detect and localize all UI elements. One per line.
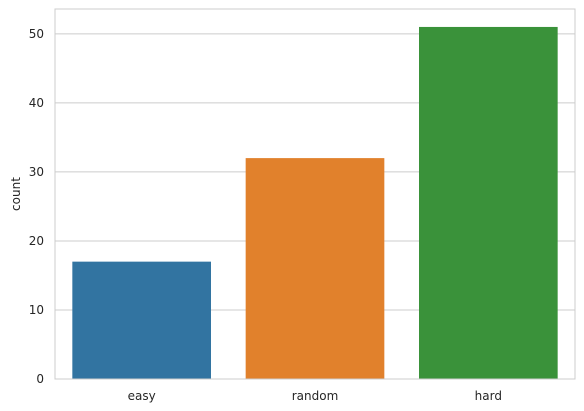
x-tick-label: easy <box>128 389 156 403</box>
y-tick-label: 40 <box>29 96 44 110</box>
bar-random <box>245 158 385 379</box>
y-tick-label: 0 <box>36 372 44 386</box>
x-axis-ticks: easy random hard <box>128 389 502 403</box>
y-axis-label: count <box>9 177 23 211</box>
bar-easy <box>72 261 211 379</box>
x-tick-label: hard <box>475 389 502 403</box>
y-tick-label: 20 <box>29 234 44 248</box>
y-tick-label: 10 <box>29 303 44 317</box>
y-axis-ticks: 0 10 20 30 40 50 <box>29 27 44 386</box>
bars <box>72 26 558 380</box>
y-tick-label: 30 <box>29 165 44 179</box>
plot-frame <box>54 8 576 380</box>
y-tick-label: 50 <box>29 27 44 41</box>
bar-hard <box>419 26 558 380</box>
x-tick-label: random <box>292 389 339 403</box>
